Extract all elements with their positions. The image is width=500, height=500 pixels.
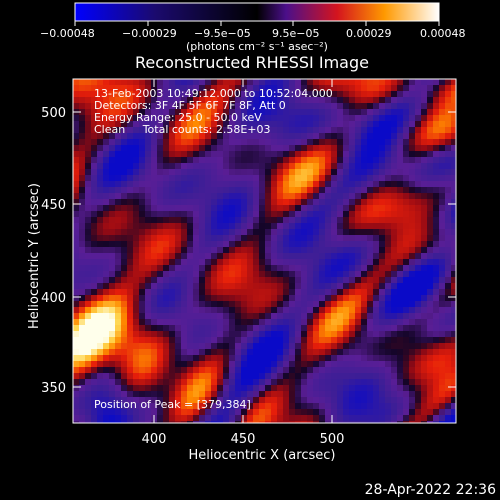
colorbar-tick-label: 0.00048 xyxy=(420,27,466,40)
y-tick-label: 450 xyxy=(41,198,66,213)
heatmap-image xyxy=(73,79,456,423)
x-tick-label: 450 xyxy=(231,432,256,447)
peak-position-label: Position of Peak = [379,384] xyxy=(94,398,251,411)
colorbar-tick-label: −0.00048 xyxy=(40,27,95,40)
axis-ticks xyxy=(73,79,456,423)
x-tick-label: 400 xyxy=(142,432,167,447)
plot-frame xyxy=(72,78,457,424)
annotation-time-range: 13-Feb-2003 10:49:12.000 to 10:52:04.000 xyxy=(94,87,333,100)
chart-title: Reconstructed RHESSI Image xyxy=(135,53,369,72)
annotation-clean-counts: Clean Total counts: 2.58E+03 xyxy=(94,123,271,136)
colorbar-tick-label: −9.5e−05 xyxy=(194,27,251,40)
colorbar-unit-label: (photons cm⁻² s⁻¹ asec⁻²) xyxy=(186,40,328,53)
y-axis-label: Heliocentric Y (arcsec) xyxy=(27,183,42,329)
y-tick-label: 350 xyxy=(41,381,66,396)
y-tick-label: 400 xyxy=(41,291,66,306)
annotation-energy-range: Energy Range: 25.0 - 50.0 keV xyxy=(94,111,262,124)
footer-timestamp: 28-Apr-2022 22:36 xyxy=(365,482,496,498)
colorbar xyxy=(74,2,440,22)
colorbar-tick-label: 9.5e−05 xyxy=(272,27,319,40)
colorbar-tick-label: 0.00029 xyxy=(346,27,392,40)
colorbar-tick-label: −0.00029 xyxy=(122,27,177,40)
x-axis-label: Heliocentric X (arcsec) xyxy=(189,448,336,463)
x-tick-label: 500 xyxy=(320,432,345,447)
annotation-detectors: Detectors: 3F 4F 5F 6F 7F 8F, Att 0 xyxy=(94,99,286,112)
colorbar-ticks xyxy=(74,21,440,26)
y-tick-label: 500 xyxy=(41,106,66,121)
